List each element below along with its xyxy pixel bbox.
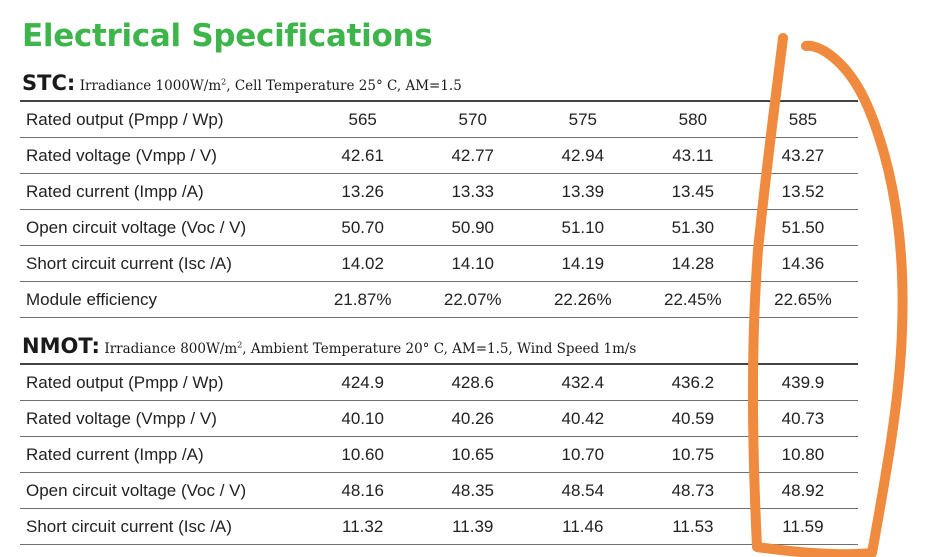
table-cell: 13.33 — [417, 173, 528, 210]
table-cell: 585 — [747, 100, 858, 138]
nmot-conditions-part-b: , Ambient Temperature 20° C, AM=1.5, Win… — [242, 341, 637, 357]
table-cell: 40.42 — [527, 400, 638, 437]
table-cell: 10.70 — [527, 436, 638, 473]
row-label: Open circuit voltage (Voc / V) — [20, 209, 308, 246]
stc-conditions-sup: 2 — [221, 77, 227, 87]
table-cell: 50.90 — [417, 209, 528, 246]
table-cell: 22.45% — [637, 281, 748, 318]
table-cell: 48.16 — [307, 472, 418, 509]
table-cell: 48.35 — [417, 472, 528, 509]
table-cell: 48.92 — [747, 472, 858, 509]
row-label: Rated output (Pmpp / Wp) — [20, 363, 308, 401]
table-cell: 22.07% — [417, 281, 528, 318]
table-cell: 575 — [527, 100, 638, 138]
nmot-conditions: Irradiance 800W/m2, Ambient Temperature … — [104, 340, 637, 358]
table-cell: 565 — [307, 100, 418, 138]
table-cell: 570 — [417, 100, 528, 138]
table-row: Rated voltage (Vmpp / V) 40.10 40.26 40.42 4… — [20, 400, 858, 437]
table-cell: 10.60 — [307, 436, 418, 473]
table-row: Module efficiency 21.87% 22.07% 22.26% 22.45… — [20, 281, 858, 318]
table-cell: 14.02 — [307, 245, 418, 282]
row-label: Module efficiency — [20, 281, 308, 318]
nmot-label: NMOT: — [22, 334, 100, 358]
row-label: Rated voltage (Vmpp / V) — [20, 137, 308, 174]
row-label: Open circuit voltage (Voc / V) — [20, 472, 308, 509]
table-cell: 51.50 — [747, 209, 858, 246]
table-row: Rated current (Impp /A) 10.60 10.65 10.70 10… — [20, 436, 858, 473]
table-row: Open circuit voltage (Voc / V) 48.16 48.35… — [20, 472, 858, 509]
row-label: Rated current (Impp /A) — [20, 173, 308, 210]
table-cell: 40.26 — [417, 400, 528, 437]
stc-conditions-part-a: Irradiance 1000W/m — [79, 78, 222, 94]
table-cell: 580 — [637, 100, 748, 138]
table-cell: 22.26% — [527, 281, 638, 318]
table-cell: 11.53 — [637, 508, 748, 545]
table-cell: 50.70 — [307, 209, 418, 246]
table-cell: 21.87% — [307, 281, 418, 318]
table-cell: 40.59 — [637, 400, 748, 437]
table-cell: 11.39 — [417, 508, 528, 545]
table-cell: 14.28 — [637, 245, 748, 282]
page-title: Electrical Specifications — [22, 18, 433, 54]
nmot-heading: NMOT: Irradiance 800W/m2, Ambient Temper… — [22, 334, 636, 358]
table-cell: 51.30 — [637, 209, 748, 246]
stc-heading: STC: Irradiance 1000W/m2, Cell Temperatu… — [22, 71, 462, 95]
table-cell: 43.11 — [637, 137, 748, 174]
table-cell: 42.94 — [527, 137, 638, 174]
table-cell: 436.2 — [637, 363, 748, 401]
stc-conditions: Irradiance 1000W/m2, Cell Temperature 25… — [79, 77, 462, 95]
table-cell: 22.65% — [747, 281, 858, 318]
table-cell: 11.59 — [747, 508, 858, 545]
table-cell: 40.73 — [747, 400, 858, 437]
table-cell: 40.10 — [307, 400, 418, 437]
table-cell: 13.45 — [637, 173, 748, 210]
stc-table: Rated output (Pmpp / Wp) 565 570 575 580 585 R… — [20, 100, 858, 318]
nmot-conditions-sup: 2 — [237, 340, 243, 350]
table-cell: 14.10 — [417, 245, 528, 282]
table-row: Rated voltage (Vmpp / V) 42.61 42.77 42.94 4… — [20, 137, 858, 174]
table-row: Rated output (Pmpp / Wp) 565 570 575 580 585 — [20, 100, 858, 138]
table-row: Rated output (Pmpp / Wp) 424.9 428.6 432.4 4… — [20, 363, 858, 401]
table-row: Short circuit current (Isc /A) 11.32 11.39… — [20, 508, 858, 545]
table-cell: 10.80 — [747, 436, 858, 473]
table-cell: 432.4 — [527, 363, 638, 401]
table-cell: 48.54 — [527, 472, 638, 509]
table-row: Open circuit voltage (Voc / V) 50.70 50.90… — [20, 209, 858, 246]
stc-label: STC: — [22, 71, 76, 95]
row-label: Rated current (Impp /A) — [20, 436, 308, 473]
nmot-conditions-part-a: Irradiance 800W/m — [104, 341, 238, 357]
table-cell: 13.52 — [747, 173, 858, 210]
table-cell: 43.27 — [747, 137, 858, 174]
table-cell: 14.36 — [747, 245, 858, 282]
table-cell: 13.26 — [307, 173, 418, 210]
row-label: Short circuit current (Isc /A) — [20, 508, 308, 545]
table-cell: 13.39 — [527, 173, 638, 210]
table-cell: 42.77 — [417, 137, 528, 174]
table-cell: 11.46 — [527, 508, 638, 545]
nmot-table: Rated output (Pmpp / Wp) 424.9 428.6 432.4 4… — [20, 363, 858, 545]
table-cell: 42.61 — [307, 137, 418, 174]
table-cell: 48.73 — [637, 472, 748, 509]
row-label: Rated output (Pmpp / Wp) — [20, 100, 308, 138]
row-label: Rated voltage (Vmpp / V) — [20, 400, 308, 437]
table-cell: 439.9 — [747, 363, 858, 401]
row-label: Short circuit current (Isc /A) — [20, 245, 308, 282]
table-cell: 11.32 — [307, 508, 418, 545]
stc-conditions-part-b: , Cell Temperature 25° C, AM=1.5 — [226, 78, 462, 94]
table-cell: 51.10 — [527, 209, 638, 246]
table-cell: 10.75 — [637, 436, 748, 473]
table-cell: 424.9 — [307, 363, 418, 401]
table-cell: 14.19 — [527, 245, 638, 282]
table-cell: 428.6 — [417, 363, 528, 401]
table-row: Short circuit current (Isc /A) 14.02 14.10… — [20, 245, 858, 282]
table-cell: 10.65 — [417, 436, 528, 473]
table-row: Rated current (Impp /A) 13.26 13.33 13.39 13… — [20, 173, 858, 210]
